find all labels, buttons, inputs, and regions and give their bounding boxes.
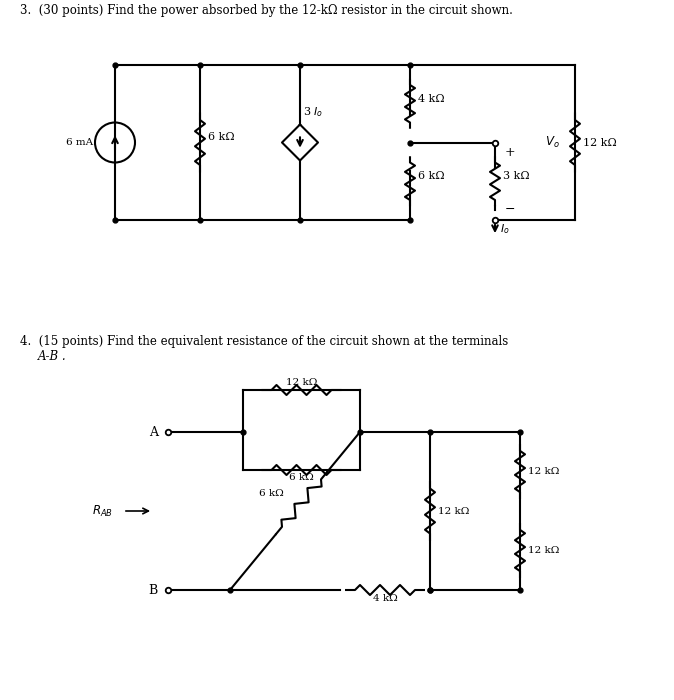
Text: 4 kΩ: 4 kΩ xyxy=(373,594,398,603)
Text: 6 mA: 6 mA xyxy=(67,138,94,147)
Text: A-B .: A-B . xyxy=(38,350,67,363)
Text: A: A xyxy=(149,426,158,438)
Text: 12 kΩ: 12 kΩ xyxy=(286,378,317,387)
Text: +: + xyxy=(505,146,516,160)
Text: 6 kΩ: 6 kΩ xyxy=(208,132,235,143)
Text: $I_o$: $I_o$ xyxy=(500,222,510,236)
Text: 6 kΩ: 6 kΩ xyxy=(259,489,284,498)
Text: 3 $I_o$: 3 $I_o$ xyxy=(303,105,324,118)
Text: B: B xyxy=(149,584,158,596)
Text: 12 kΩ: 12 kΩ xyxy=(583,137,617,148)
Text: 12 kΩ: 12 kΩ xyxy=(528,546,559,555)
Text: 12 kΩ: 12 kΩ xyxy=(528,467,559,476)
Text: $R_{AB}$: $R_{AB}$ xyxy=(92,503,113,519)
Text: 12 kΩ: 12 kΩ xyxy=(438,507,469,515)
Text: 4 kΩ: 4 kΩ xyxy=(418,94,445,104)
Text: 3 kΩ: 3 kΩ xyxy=(503,172,530,181)
Text: −: − xyxy=(505,203,516,216)
Text: 6 kΩ: 6 kΩ xyxy=(418,172,445,181)
Text: 4.  (15 points) Find the equivalent resistance of the circuit shown at the termi: 4. (15 points) Find the equivalent resis… xyxy=(20,335,508,348)
Text: 6 kΩ: 6 kΩ xyxy=(289,473,314,482)
Text: $V_o$: $V_o$ xyxy=(545,135,560,150)
Text: 3.  (30 points) Find the power absorbed by the 12-kΩ resistor in the circuit sho: 3. (30 points) Find the power absorbed b… xyxy=(20,4,513,17)
